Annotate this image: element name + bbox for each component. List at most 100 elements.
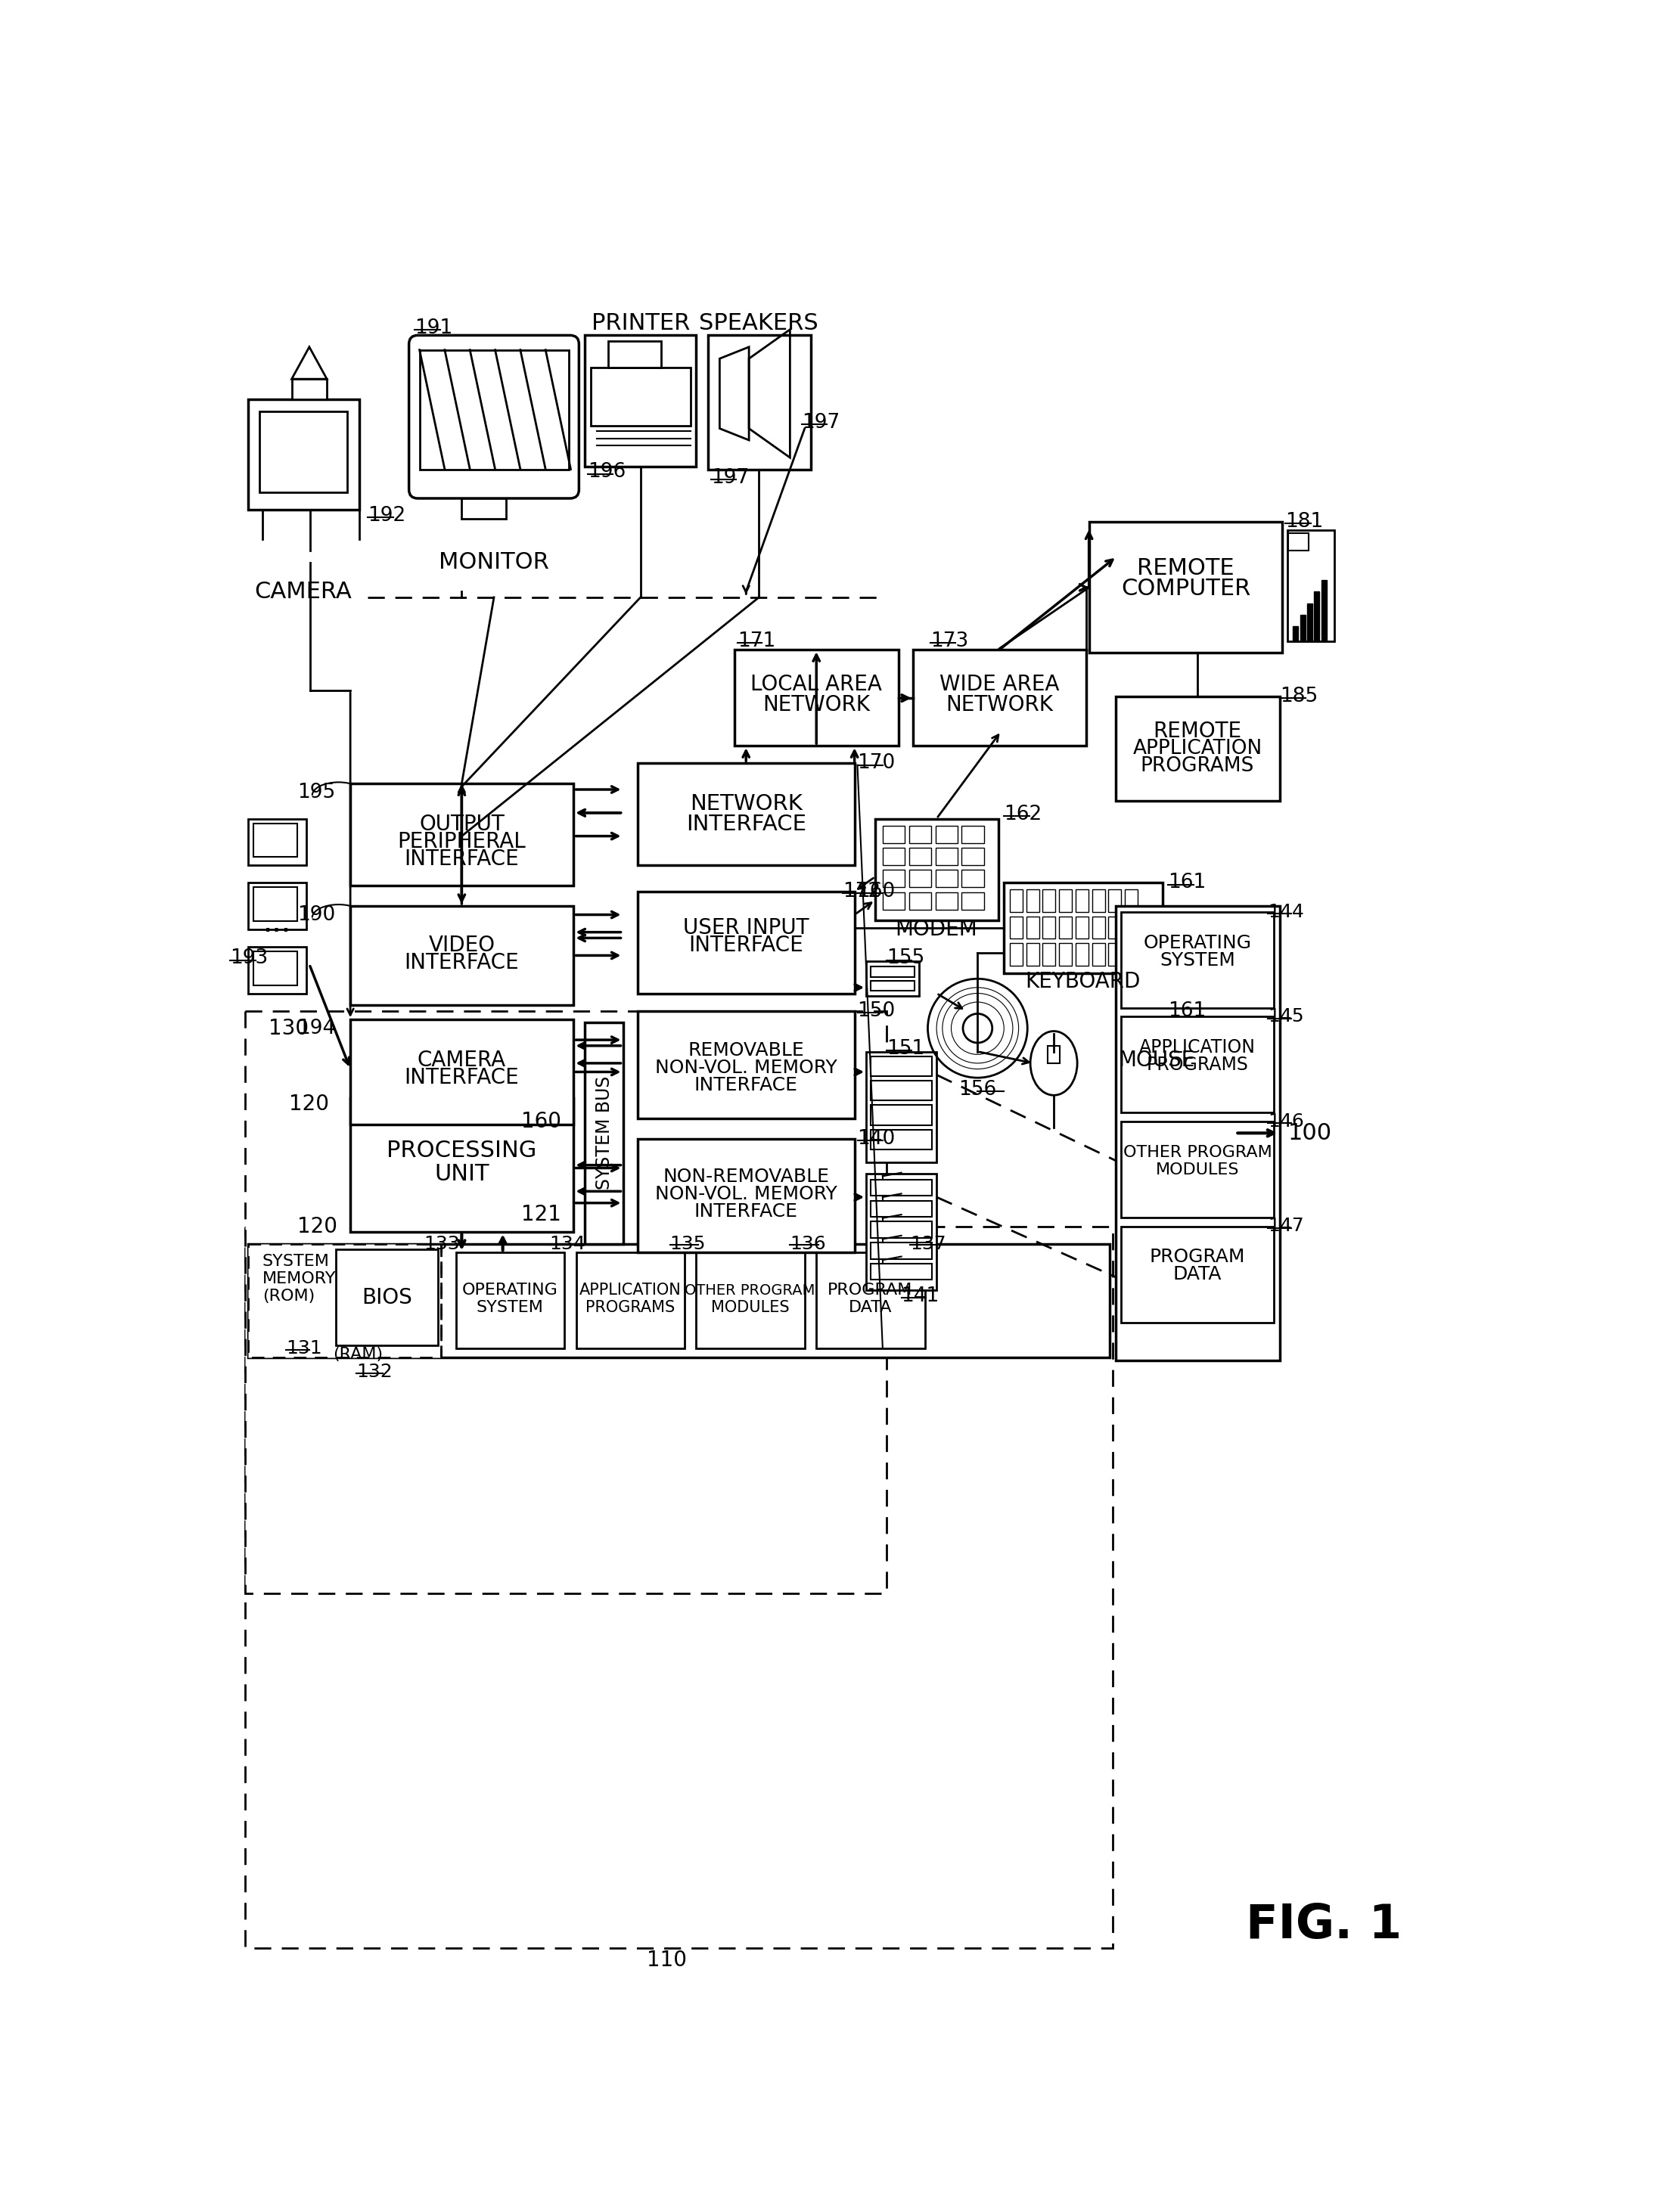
Text: 147: 147 bbox=[1268, 1217, 1305, 1234]
Bar bbox=[335, 1250, 438, 1345]
Bar bbox=[1108, 942, 1122, 964]
Bar bbox=[248, 1243, 441, 1358]
Bar bbox=[870, 1243, 932, 1259]
Text: MOUSE: MOUSE bbox=[1119, 1051, 1196, 1071]
Bar bbox=[1315, 591, 1320, 641]
Text: APPLICATION: APPLICATION bbox=[579, 1283, 681, 1298]
Text: INTERFACE: INTERFACE bbox=[404, 849, 520, 869]
Text: NON-REMOVABLE: NON-REMOVABLE bbox=[662, 1168, 828, 1186]
Bar bbox=[875, 818, 998, 920]
Bar bbox=[870, 1201, 932, 1217]
Text: CAMERA: CAMERA bbox=[255, 580, 352, 602]
Text: PROGRAMS: PROGRAMS bbox=[585, 1301, 674, 1316]
Text: SYSTEM: SYSTEM bbox=[476, 1301, 543, 1316]
Text: 195: 195 bbox=[297, 783, 335, 803]
Text: 135: 135 bbox=[669, 1234, 706, 1252]
FancyBboxPatch shape bbox=[409, 336, 579, 498]
Text: 156: 156 bbox=[959, 1079, 996, 1099]
Text: KEYBOARD: KEYBOARD bbox=[1025, 971, 1140, 993]
Bar bbox=[350, 1097, 574, 1232]
Text: 100: 100 bbox=[1288, 1121, 1332, 1144]
Bar bbox=[1115, 697, 1280, 801]
Bar bbox=[1125, 916, 1137, 938]
Bar bbox=[253, 951, 297, 984]
Bar bbox=[1060, 916, 1072, 938]
Bar bbox=[936, 891, 958, 909]
Bar bbox=[870, 967, 916, 978]
Text: MEMORY: MEMORY bbox=[262, 1272, 335, 1285]
Text: (ROM): (ROM) bbox=[262, 1290, 315, 1303]
Bar bbox=[735, 650, 899, 745]
Text: 120: 120 bbox=[288, 1093, 329, 1115]
Text: 172: 172 bbox=[844, 883, 880, 900]
Text: INTERFACE: INTERFACE bbox=[689, 936, 803, 956]
Text: WIDE AREA: WIDE AREA bbox=[939, 675, 1060, 695]
Text: PROGRAM: PROGRAM bbox=[1149, 1248, 1246, 1265]
Text: 161: 161 bbox=[1169, 874, 1206, 891]
Text: USER INPUT: USER INPUT bbox=[683, 918, 808, 938]
Bar bbox=[1010, 916, 1023, 938]
Text: NON-VOL. MEMORY: NON-VOL. MEMORY bbox=[656, 1060, 837, 1077]
Text: PRINTER: PRINTER bbox=[592, 312, 689, 334]
Text: VIDEO: VIDEO bbox=[428, 936, 495, 956]
Text: 110: 110 bbox=[647, 1949, 688, 1971]
Bar bbox=[870, 1130, 932, 1150]
Bar bbox=[350, 783, 574, 885]
Bar bbox=[1288, 531, 1333, 641]
Text: 196: 196 bbox=[587, 462, 626, 482]
Text: 170: 170 bbox=[857, 754, 896, 774]
Text: NON-VOL. MEMORY: NON-VOL. MEMORY bbox=[656, 1186, 837, 1203]
Text: 140: 140 bbox=[857, 1128, 896, 1148]
Text: 193: 193 bbox=[230, 949, 268, 969]
Bar bbox=[1321, 580, 1327, 641]
Bar bbox=[1125, 942, 1137, 964]
Text: DATA: DATA bbox=[1172, 1265, 1223, 1283]
Bar bbox=[1293, 626, 1298, 641]
Text: 150: 150 bbox=[857, 1002, 896, 1020]
Bar bbox=[870, 1179, 932, 1197]
Text: PROGRAMS: PROGRAMS bbox=[1140, 757, 1254, 776]
Bar bbox=[1125, 889, 1137, 911]
Bar bbox=[909, 847, 931, 865]
Bar bbox=[867, 1051, 936, 1161]
Bar bbox=[245, 1225, 1112, 1949]
Text: 162: 162 bbox=[1005, 805, 1041, 825]
Bar bbox=[456, 1252, 563, 1349]
Bar bbox=[708, 336, 810, 469]
Bar bbox=[870, 1055, 932, 1075]
Bar bbox=[882, 825, 906, 843]
Bar bbox=[882, 869, 906, 887]
Text: OUTPUT: OUTPUT bbox=[419, 814, 505, 836]
Text: INTERFACE: INTERFACE bbox=[694, 1203, 798, 1221]
Bar bbox=[1010, 942, 1023, 964]
Bar bbox=[696, 1252, 805, 1349]
Text: 160: 160 bbox=[522, 1110, 562, 1133]
Bar bbox=[1048, 1046, 1060, 1064]
Bar bbox=[637, 763, 855, 865]
Text: REMOTE: REMOTE bbox=[1137, 557, 1234, 580]
Text: 185: 185 bbox=[1280, 686, 1318, 706]
Text: 155: 155 bbox=[887, 949, 924, 969]
Bar bbox=[1122, 1121, 1273, 1217]
Text: OPERATING: OPERATING bbox=[461, 1283, 558, 1298]
Text: 144: 144 bbox=[1268, 902, 1305, 920]
Bar bbox=[1005, 883, 1162, 973]
Bar bbox=[909, 869, 931, 887]
Text: APPLICATION: APPLICATION bbox=[1139, 1037, 1256, 1057]
Bar bbox=[1060, 889, 1072, 911]
Text: 173: 173 bbox=[931, 630, 969, 650]
Text: ...: ... bbox=[263, 909, 292, 938]
Text: 120: 120 bbox=[297, 1217, 337, 1237]
Bar bbox=[248, 947, 307, 993]
Bar bbox=[963, 825, 984, 843]
Bar bbox=[248, 818, 307, 865]
Text: 132: 132 bbox=[356, 1363, 392, 1380]
Bar bbox=[867, 1175, 936, 1290]
Text: OTHER PROGRAM: OTHER PROGRAM bbox=[684, 1283, 815, 1298]
Bar bbox=[575, 1252, 684, 1349]
Text: REMOVABLE: REMOVABLE bbox=[688, 1042, 805, 1060]
Text: 181: 181 bbox=[1285, 511, 1323, 531]
Text: 130: 130 bbox=[268, 1018, 309, 1040]
Text: 137: 137 bbox=[911, 1234, 946, 1252]
Text: FIG. 1: FIG. 1 bbox=[1246, 1902, 1402, 1949]
